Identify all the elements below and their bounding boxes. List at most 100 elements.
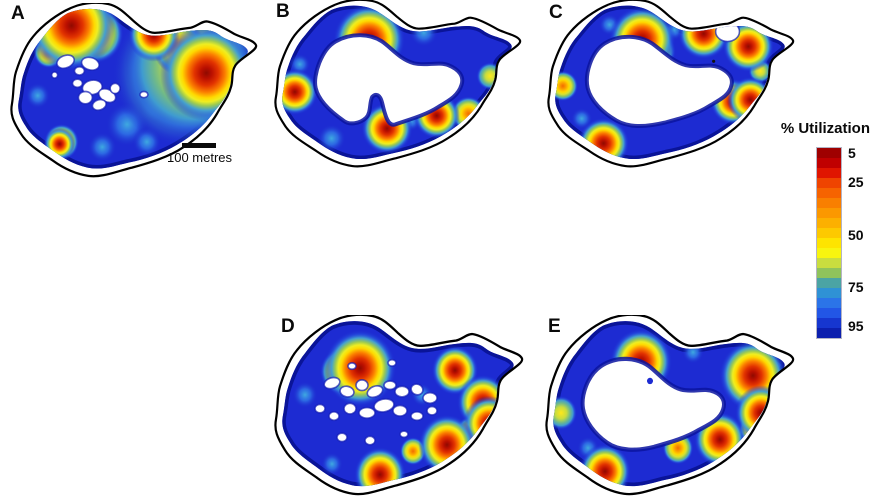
colorbar-segment [817, 278, 841, 288]
panel-b-heatmap [272, 0, 522, 170]
colorbar-segment [817, 298, 841, 308]
colorbar-segment [817, 248, 841, 258]
colorbar-segment [817, 228, 841, 238]
panel-d-heatmap [272, 315, 524, 498]
colorbar-segment [817, 168, 841, 178]
panel-a-heatmap [8, 3, 258, 180]
legend-tick-25: 25 [848, 174, 864, 190]
unused-patch [77, 90, 94, 105]
hotspot-cyan [317, 124, 346, 153]
scale-bar-label: 100 metres [167, 150, 233, 165]
unused-patch [426, 405, 438, 416]
legend-ticks: 5 25 50 75 95 [848, 145, 870, 338]
unused-patch [399, 430, 409, 439]
unused-patch [314, 403, 326, 414]
unused-patch [410, 383, 424, 396]
colorbar-segment [817, 288, 841, 298]
hotspot-red [159, 24, 248, 122]
enclosure-outline [545, 315, 795, 496]
unused-core-area [580, 356, 726, 452]
panel-e-heatmap [543, 315, 795, 498]
unused-patch [410, 410, 424, 422]
enclosure-outline [10, 3, 258, 178]
enclosure-outline [274, 0, 522, 168]
unused-core-area [313, 33, 465, 127]
scale-bar [182, 143, 216, 148]
colorbar-segment [817, 318, 841, 328]
heatmap-svg [547, 0, 795, 168]
unused-patch [328, 410, 340, 422]
unused-patch [364, 435, 376, 446]
unused-patch [56, 54, 75, 70]
hotspot-red [44, 127, 76, 161]
hotspot-red [354, 446, 406, 487]
colorbar-segment [817, 178, 841, 188]
legend-tick-75: 75 [848, 279, 864, 295]
legend-tick-5: 5 [848, 145, 856, 161]
legend-title: % Utilization [780, 120, 870, 137]
small-dot [712, 59, 716, 63]
unused-patch [387, 358, 397, 367]
hotspot-red [323, 329, 397, 407]
panel-label-a: A [11, 3, 25, 24]
panel-c-heatmap [545, 0, 795, 170]
hotspot-red [579, 443, 631, 487]
unused-patch [343, 402, 357, 415]
colorbar-segment [817, 198, 841, 208]
unused-patch [394, 385, 410, 398]
hotspot-yellow [553, 395, 577, 430]
unused-patch [373, 398, 395, 413]
hotspot-yellow [476, 62, 505, 90]
unused-core-area [584, 34, 734, 128]
panel-label-c: C [549, 2, 563, 23]
small-dot [647, 377, 653, 385]
colorbar-segment [817, 188, 841, 198]
unused-patch [91, 98, 107, 112]
unused-patch [366, 384, 384, 399]
unused-patch [422, 391, 438, 405]
hotspot-cyan [87, 132, 117, 162]
colorbar-legend: % Utilization 5 25 50 75 95 [770, 120, 870, 360]
hotspot-red [577, 117, 630, 160]
legend-tick-95: 95 [848, 318, 864, 334]
unused-patch [355, 379, 369, 392]
hotspot-cyan [25, 82, 51, 109]
heatmap-svg [274, 315, 524, 496]
enclosure-outline [547, 0, 795, 168]
unused-patch [73, 65, 86, 76]
panel-label-e: E [548, 316, 561, 337]
colorbar-segment [817, 238, 841, 248]
colorbar-segment [817, 308, 841, 318]
hotspot-red [27, 8, 116, 72]
panel-label-b: B [276, 1, 290, 22]
hotspot-cyan [321, 452, 343, 476]
legend-tick-50: 50 [848, 227, 864, 243]
colorbar-segment [817, 148, 841, 158]
heatmap-svg [10, 3, 258, 178]
heatmap-svg [274, 0, 522, 168]
unused-patch [392, 404, 408, 417]
colorbar-segment [817, 328, 841, 338]
unused-patch [347, 362, 357, 371]
unused-patch [336, 432, 348, 443]
colorbar-segment [817, 268, 841, 278]
unused-patch [339, 385, 355, 398]
colorbar-segment [817, 208, 841, 218]
colorbar-segment [817, 218, 841, 228]
hotspot-cyan [409, 18, 439, 47]
unused-patch [323, 376, 341, 390]
unused-patch [383, 380, 397, 391]
unused-patch [358, 406, 376, 420]
panel-label-d: D [281, 316, 295, 337]
unused-patch [80, 56, 100, 71]
colorbar [816, 147, 842, 339]
colorbar-segment [817, 258, 841, 268]
unused-patch [139, 90, 149, 99]
unused-patch [71, 78, 84, 89]
hotspot-cyan [292, 381, 318, 409]
colorbar-segment [817, 158, 841, 168]
unused-patch [50, 71, 59, 79]
unused-patch [109, 82, 121, 95]
hotspot-red [463, 395, 514, 452]
